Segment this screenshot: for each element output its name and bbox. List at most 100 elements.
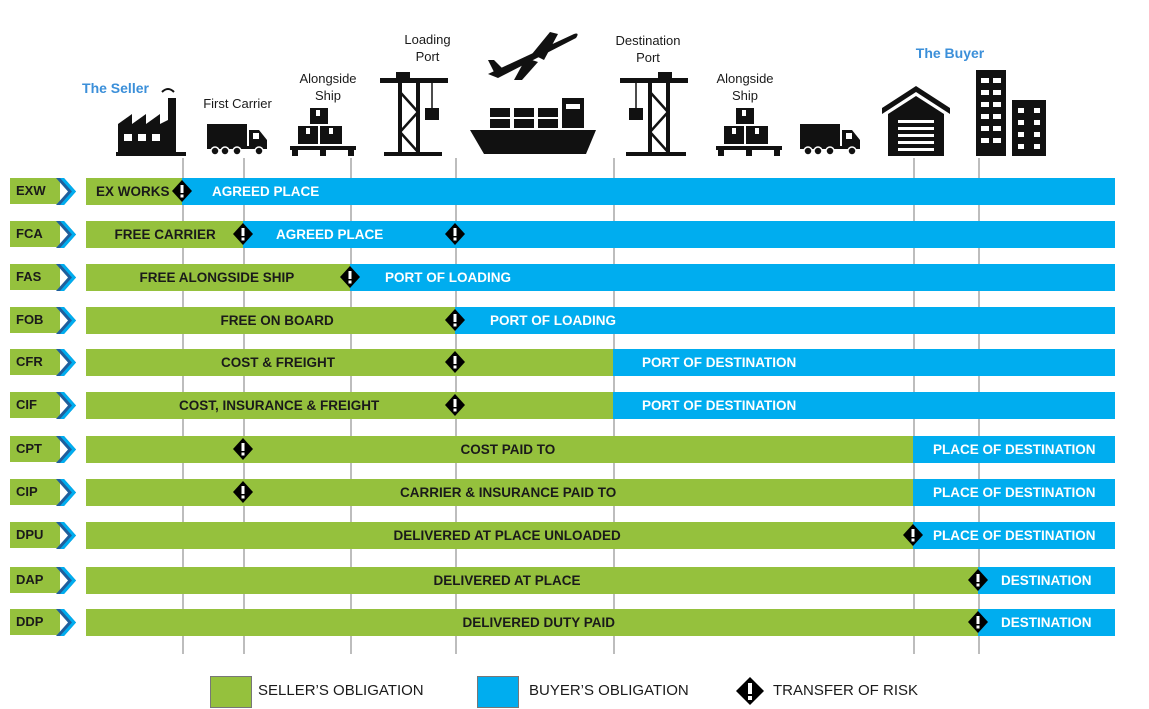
chevron-right-icon xyxy=(56,178,76,205)
legend-buyer-label: BUYER’S OBLIGATION xyxy=(529,682,689,699)
row-code-label: DAP xyxy=(16,572,44,587)
row-code-exw: EXW xyxy=(10,178,60,204)
transfer-of-risk-icon xyxy=(968,569,988,591)
chevron-right-icon xyxy=(56,479,76,506)
pallet-boxes-icon xyxy=(290,108,356,156)
buyer-segment xyxy=(613,392,1115,419)
buyer-segment xyxy=(913,522,1115,549)
buyer-segment xyxy=(613,349,1115,376)
chevron-right-icon xyxy=(56,349,76,376)
seller-obligation-text: FREE ALONGSIDE SHIP xyxy=(139,270,295,285)
seller-segment xyxy=(86,307,455,334)
port-crane-icon-destination xyxy=(620,72,688,156)
row-bar-dap: DELIVERED AT PLACE DESTINATION xyxy=(86,567,1115,594)
buyer-obligation-text: PORT OF DESTINATION xyxy=(642,398,797,413)
legend-buyer-swatch xyxy=(477,676,519,708)
transfer-of-risk-icon xyxy=(903,524,923,546)
legend-seller-swatch xyxy=(210,676,252,708)
row-code-label: FCA xyxy=(16,226,43,241)
chevron-right-icon xyxy=(56,307,76,334)
transfer-of-risk-icon xyxy=(968,611,988,633)
row-code-fas: FAS xyxy=(10,264,60,290)
row-bar-fob: FREE ON BOARD PORT OF LOADING xyxy=(86,307,1115,334)
row-bar-fca: FREE CARRIER AGREED PLACE xyxy=(86,221,1115,248)
buyer-segment xyxy=(350,264,1115,291)
chevron-right-icon xyxy=(56,522,76,549)
seller-segment xyxy=(86,178,182,205)
seller-segment xyxy=(86,567,978,594)
seller-obligation-text: COST & FREIGHT xyxy=(221,355,335,370)
row-code-fca: FCA xyxy=(10,221,60,247)
seller-label: The Seller xyxy=(82,80,149,96)
buyer-obligation-text: PORT OF LOADING xyxy=(490,313,616,328)
seller-obligation-text: EX WORKS xyxy=(96,184,170,199)
seller-obligation-text: COST PAID TO xyxy=(460,442,556,457)
truck-icon-destination xyxy=(800,124,860,156)
transfer-of-risk-icon xyxy=(445,309,465,331)
row-code-cfr: CFR xyxy=(10,349,60,375)
seller-obligation-text: FREE ON BOARD xyxy=(220,313,334,328)
seller-segment xyxy=(86,609,978,636)
row-bar-fas: FREE ALONGSIDE SHIP PORT OF LOADING xyxy=(86,264,1115,291)
buyer-segment xyxy=(455,307,1115,334)
buyer-obligation-text: AGREED PLACE xyxy=(276,227,384,242)
row-code-dap: DAP xyxy=(10,567,60,593)
buyer-segment xyxy=(978,609,1115,636)
seller-obligation-text: COST, INSURANCE & FREIGHT xyxy=(179,398,380,413)
row-code-dpu: DPU xyxy=(10,522,60,548)
transfer-of-risk-icon xyxy=(172,180,192,202)
buyer-obligation-text: PLACE OF DESTINATION xyxy=(933,442,1096,457)
row-code-cip: CIP xyxy=(10,479,60,505)
row-bar-cfr: COST & FREIGHT PORT OF DESTINATION xyxy=(86,349,1115,376)
seller-obligation-text: FREE CARRIER xyxy=(114,227,216,242)
transfer-of-risk-icon xyxy=(233,438,253,460)
cargo-ship-icon xyxy=(470,98,596,154)
seller-obligation-text: CARRIER & INSURANCE PAID TO xyxy=(400,485,617,500)
buyer-segment xyxy=(913,436,1115,463)
buyer-obligation-text: AGREED PLACE xyxy=(212,184,320,199)
pallet-boxes-icon-destination xyxy=(716,108,782,156)
buyer-obligation-text: PLACE OF DESTINATION xyxy=(933,485,1096,500)
buyer-obligation-text: DESTINATION xyxy=(1001,615,1092,630)
chevron-right-icon xyxy=(56,436,76,463)
chevron-right-icon xyxy=(56,392,76,419)
buyer-obligation-text: PLACE OF DESTINATION xyxy=(933,528,1096,543)
row-code-label: DDP xyxy=(16,614,44,629)
stage-label-destination-port: Destination Port xyxy=(615,33,681,65)
row-bar-exw: EX WORKS AGREED PLACE xyxy=(86,178,1115,205)
buyer-segment xyxy=(243,221,1115,248)
buildings-icon xyxy=(976,70,1046,156)
row-bar-cpt: COST PAID TO PLACE OF DESTINATION xyxy=(86,436,1115,463)
row-bar-dpu: DELIVERED AT PLACE UNLOADED PLACE OF DEST… xyxy=(86,522,1115,549)
transfer-of-risk-icon xyxy=(233,223,253,245)
seller-segment xyxy=(86,522,913,549)
transfer-of-risk-icon xyxy=(445,223,465,245)
buyer-segment xyxy=(978,567,1115,594)
buyer-segment xyxy=(913,479,1115,506)
legend-risk-diamond-icon xyxy=(736,677,764,705)
row-code-label: CIF xyxy=(16,397,37,412)
buyer-obligation-text: PORT OF LOADING xyxy=(385,270,511,285)
seller-segment xyxy=(86,392,613,419)
transfer-of-risk-icon xyxy=(445,394,465,416)
warehouse-icon xyxy=(882,86,950,156)
buyer-segment xyxy=(182,178,1115,205)
stage-label-loading-port: Loading Port xyxy=(404,32,451,64)
transfer-of-risk-icon xyxy=(340,266,360,288)
legend-seller-label: SELLER’S OBLIGATION xyxy=(258,682,424,699)
truck-icon xyxy=(207,124,267,156)
row-code-label: CIP xyxy=(16,484,38,499)
chevron-right-icon xyxy=(56,221,76,248)
airplane-icon xyxy=(488,32,578,80)
row-bar-cip: CARRIER & INSURANCE PAID TO PLACE OF DEST… xyxy=(86,479,1115,506)
row-bar-cif: COST, INSURANCE & FREIGHT PORT OF DESTINA… xyxy=(86,392,1115,419)
chevron-right-icon xyxy=(56,264,76,291)
row-code-label: CPT xyxy=(16,441,42,456)
seller-segment xyxy=(86,479,913,506)
buyer-label: The Buyer xyxy=(915,45,985,61)
legend-risk-label: TRANSFER OF RISK xyxy=(773,682,919,699)
transfer-of-risk-icon xyxy=(445,351,465,373)
row-code-fob: FOB xyxy=(10,307,60,333)
row-code-label: FAS xyxy=(16,269,42,284)
seller-obligation-text: DELIVERED AT PLACE UNLOADED xyxy=(393,528,621,543)
